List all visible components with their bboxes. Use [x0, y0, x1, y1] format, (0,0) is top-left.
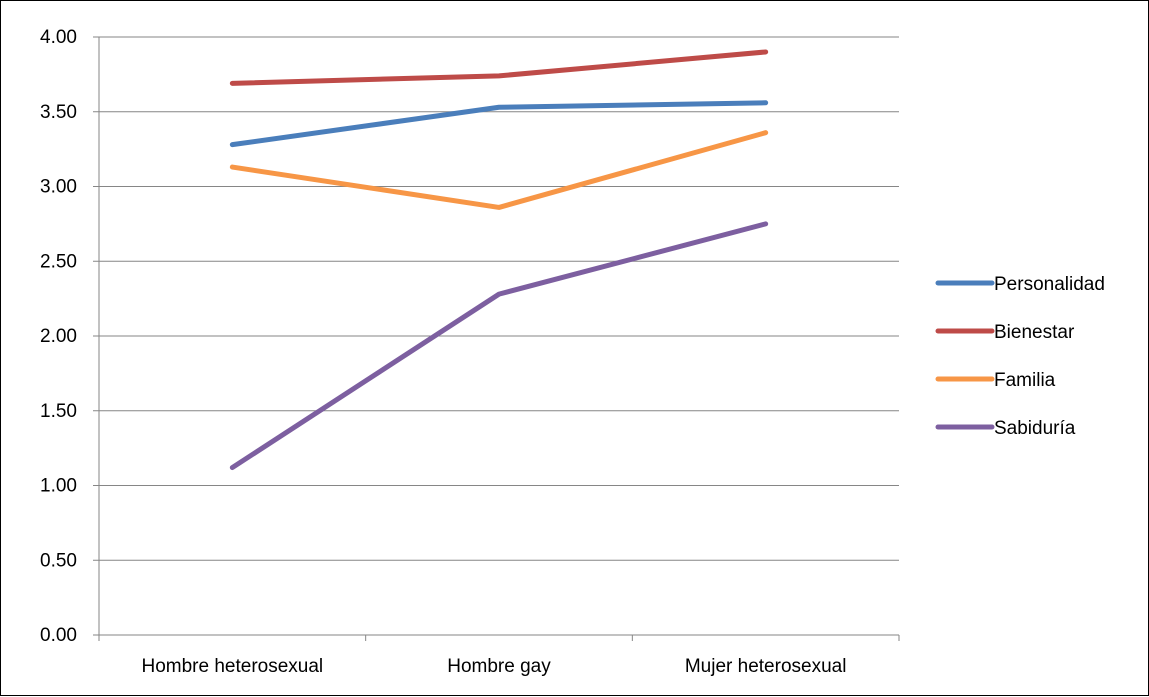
legend-label: Familia [994, 370, 1056, 391]
legend-label: Personalidad [994, 274, 1105, 295]
y-tick-label: 0.50 [40, 550, 77, 571]
series-line-personalidad [229, 100, 769, 148]
x-tick-label: Hombre heterosexual [142, 656, 324, 677]
y-tick-label: 4.00 [40, 27, 77, 48]
series-lines [229, 49, 769, 471]
y-tick-label: 1.50 [40, 401, 77, 422]
axes: 0.00 0.50 1.00 1.50 2.00 2.50 3.00 3.50 4.00 Homb… [40, 27, 900, 677]
y-tick-label: 3.50 [40, 102, 77, 123]
series-line-familia [229, 130, 769, 210]
x-tick-label: Hombre gay [447, 656, 551, 677]
gridlines [99, 36, 899, 561]
y-tick-label: 3.00 [40, 177, 77, 198]
y-tick-label: 2.00 [40, 326, 77, 347]
series-line-bienestar [229, 49, 769, 86]
series-line-sabiduría [229, 221, 769, 471]
legend: Personalidad Bienestar Familia Sabiduría [935, 274, 1105, 439]
y-tick-label: 2.50 [40, 251, 77, 272]
x-tick-label: Mujer heterosexual [685, 656, 847, 677]
y-tick-label: 1.00 [40, 476, 77, 497]
legend-label: Bienestar [994, 322, 1075, 343]
legend-label: Sabiduría [994, 418, 1076, 439]
y-tick-label: 0.00 [40, 625, 77, 646]
